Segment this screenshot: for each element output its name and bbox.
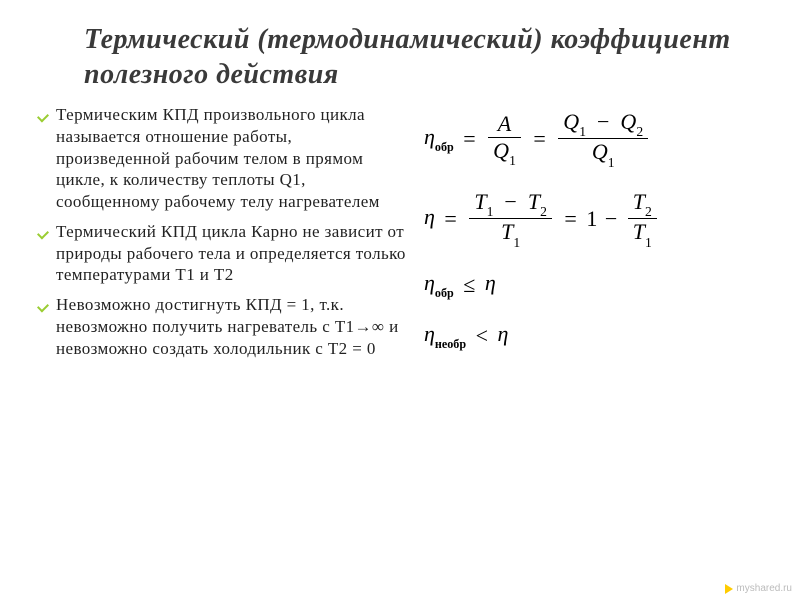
var: T bbox=[528, 189, 540, 214]
symbol-eta: η bbox=[424, 270, 435, 295]
subscript: 1 bbox=[579, 124, 586, 139]
symbol-eta: η bbox=[485, 270, 496, 295]
subscript: 1 bbox=[509, 153, 516, 168]
symbol-eta: η bbox=[498, 321, 509, 346]
list-item: Термическим КПД произвольного цикла назы… bbox=[34, 104, 406, 213]
var: T bbox=[633, 219, 645, 244]
subscript: 2 bbox=[645, 204, 652, 219]
formula-eta-carnot: η = T1 − T2 T1 = 1 − T2 T1 bbox=[424, 190, 766, 248]
constant-one: 1 bbox=[586, 206, 597, 231]
operator-lt: < bbox=[476, 323, 488, 348]
numerator: A bbox=[498, 111, 511, 136]
play-icon bbox=[725, 584, 733, 594]
content-row: Термическим КПД произвольного цикла назы… bbox=[34, 104, 766, 372]
slide-root: Термический (термодинамический) коэффици… bbox=[0, 0, 800, 600]
watermark-text: myshared.ru bbox=[736, 583, 792, 594]
subscript: обр bbox=[435, 286, 454, 300]
formula-column: ηобр = A Q1 = Q1 − Q2 Q1 η bbox=[416, 104, 766, 372]
equals-sign: = bbox=[533, 126, 545, 151]
symbol-eta: η bbox=[424, 124, 435, 149]
fraction: A Q1 bbox=[488, 112, 521, 167]
fraction: Q1 − Q2 Q1 bbox=[558, 110, 648, 168]
minus-sign: − bbox=[605, 206, 617, 231]
var: Q bbox=[620, 109, 636, 134]
subscript: 2 bbox=[540, 204, 547, 219]
fraction: T1 − T2 T1 bbox=[469, 190, 552, 248]
operator-le: ≤ bbox=[463, 272, 475, 297]
var: Q bbox=[592, 139, 608, 164]
formula-ineq-neobr: ηнеобр < η bbox=[424, 321, 766, 350]
var: Q bbox=[563, 109, 579, 134]
subscript: 1 bbox=[513, 235, 520, 250]
watermark: myshared.ru bbox=[725, 583, 792, 594]
var: T bbox=[633, 189, 645, 214]
subscript: необр bbox=[435, 337, 466, 351]
symbol-eta: η bbox=[424, 321, 435, 346]
equals-sign: = bbox=[564, 206, 576, 231]
bullet-list: Термическим КПД произвольного цикла назы… bbox=[34, 104, 406, 372]
formula-ineq-obr: ηобр ≤ η bbox=[424, 270, 766, 299]
subscript: 1 bbox=[487, 204, 494, 219]
formula-eta-obr: ηобр = A Q1 = Q1 − Q2 Q1 bbox=[424, 110, 766, 168]
subscript: 1 bbox=[645, 235, 652, 250]
subscript: 2 bbox=[636, 124, 643, 139]
fraction: T2 T1 bbox=[628, 190, 657, 248]
equals-sign: = bbox=[444, 206, 456, 231]
equals-sign: = bbox=[463, 126, 475, 151]
var: T bbox=[474, 189, 486, 214]
slide-title: Термический (термодинамический) коэффици… bbox=[34, 22, 766, 92]
list-item: Невозможно достигнуть КПД = 1, т.к. нево… bbox=[34, 294, 406, 359]
subscript: 1 bbox=[608, 155, 615, 170]
subscript: обр bbox=[435, 140, 454, 154]
list-item: Термический КПД цикла Карно не зависит о… bbox=[34, 221, 406, 286]
var: T bbox=[501, 219, 513, 244]
denominator-var: Q bbox=[493, 138, 509, 163]
symbol-eta: η bbox=[424, 204, 435, 229]
